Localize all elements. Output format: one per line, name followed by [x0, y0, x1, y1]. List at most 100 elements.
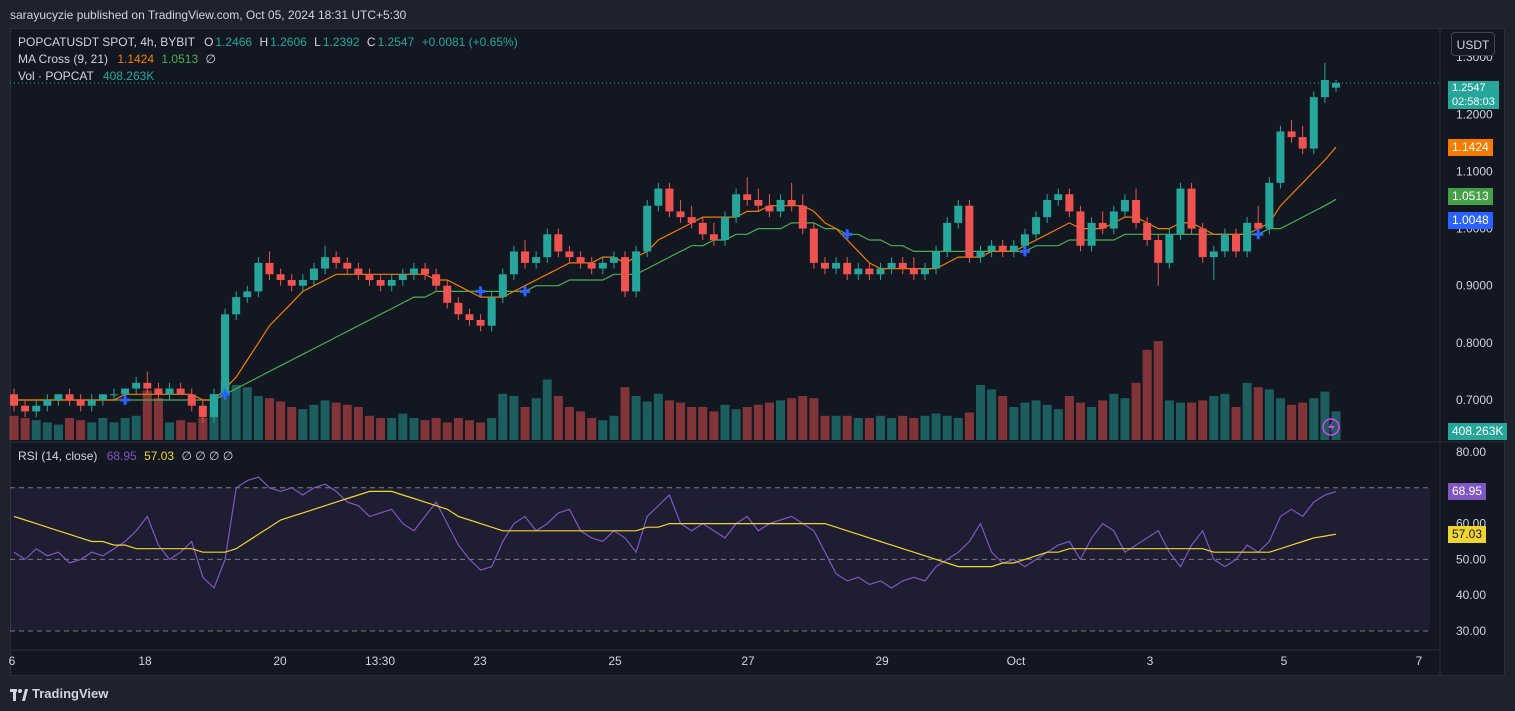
candle-body	[232, 297, 241, 315]
candle-body	[776, 200, 785, 212]
volume-bar	[1298, 402, 1308, 440]
volume-bar	[598, 420, 608, 440]
volume-bar	[198, 418, 208, 440]
candle-body	[1220, 234, 1229, 252]
candle-body	[1143, 222, 1152, 240]
volume-bar	[331, 402, 341, 440]
volume-bar	[420, 420, 430, 440]
volume-bar	[898, 415, 908, 440]
volume-bar	[431, 418, 441, 440]
candle-body	[1109, 211, 1118, 229]
publish-info: sarayucyzie published on TradingView.com…	[10, 8, 407, 22]
volume-bar	[1009, 407, 1019, 440]
volume-bar	[42, 422, 52, 440]
volume-bar	[1087, 407, 1097, 440]
footer-brand-text: TradingView	[32, 686, 109, 701]
volume-bar	[1287, 404, 1297, 440]
volume-bar	[1320, 391, 1330, 440]
time-tick-label: 29	[875, 654, 889, 668]
rsi-line	[13, 476, 1337, 590]
volume-bar	[1042, 404, 1052, 440]
candle-body	[1309, 97, 1318, 149]
volume-bar	[798, 396, 808, 440]
time-tick-label: 13:30	[365, 654, 395, 668]
candle-body	[1165, 234, 1174, 263]
ma-cross-marker	[842, 229, 853, 240]
volume-bar	[1064, 396, 1074, 440]
volume-bar	[1264, 389, 1274, 440]
volume-bar	[998, 396, 1008, 440]
volume-bar	[531, 398, 541, 440]
volume-bar	[764, 402, 774, 440]
currency-button[interactable]: USDT	[1451, 32, 1495, 56]
volume-bar	[242, 387, 252, 440]
time-tick-label: 27	[741, 654, 755, 668]
candle-body	[743, 194, 752, 200]
volume-bar	[442, 422, 452, 440]
candle-body	[1276, 131, 1285, 183]
candle-body	[298, 280, 307, 286]
candle-body	[1132, 200, 1141, 223]
candle-body	[665, 188, 674, 212]
candle-body	[943, 222, 952, 252]
candle-body	[643, 205, 652, 252]
price-tick-label: 0.9000	[1456, 279, 1493, 293]
legend-change: +0.0081 (+0.65%)	[421, 35, 518, 49]
volume-bar	[1242, 382, 1252, 440]
volume-bar	[453, 418, 463, 440]
candle-body	[454, 302, 463, 315]
volume-bar	[1075, 402, 1085, 440]
legend-open: 1.2466	[215, 35, 253, 49]
candle-body	[632, 251, 641, 292]
volume-bar	[320, 400, 330, 440]
candle-body	[1209, 251, 1218, 258]
publish-header: sarayucyzie published on TradingView.com…	[0, 0, 1515, 28]
candle-body	[1243, 222, 1252, 252]
volume-bar	[1020, 402, 1030, 440]
candle-body	[732, 194, 741, 218]
candle-body	[654, 188, 663, 206]
tradingview-logo-icon	[10, 688, 28, 701]
volume-bar	[509, 396, 519, 440]
time-tick-label: Oct	[1007, 654, 1026, 668]
volume-bar	[498, 393, 508, 440]
candle-body	[1332, 83, 1340, 88]
ma-cross-marker	[475, 286, 486, 297]
candle-body	[87, 400, 96, 406]
time-tick-label: 23	[473, 654, 487, 668]
candle-body	[754, 200, 763, 206]
candle-body	[254, 262, 263, 292]
time-tick-label: 3	[1147, 654, 1154, 668]
candle-body	[476, 320, 485, 326]
candle-body	[43, 400, 52, 406]
candle-body	[1098, 222, 1107, 229]
candle-body	[720, 217, 729, 240]
volume-bar	[709, 411, 719, 440]
chart-frame[interactable]	[10, 28, 1505, 676]
volume-bar	[53, 424, 63, 440]
volume-bar	[1098, 400, 1108, 440]
volume-bar	[298, 409, 308, 440]
candle-body	[287, 280, 296, 286]
candle-body	[909, 268, 918, 275]
volume-bar	[65, 418, 75, 440]
volume-bar	[353, 407, 363, 440]
candle-body	[865, 268, 874, 275]
volume-bar	[253, 396, 263, 440]
candle-body	[409, 268, 418, 275]
price-tick-label: 1.1000	[1456, 164, 1493, 178]
volume-bar	[753, 404, 763, 440]
candle-body	[1043, 200, 1052, 218]
candle-body	[532, 257, 541, 263]
candle-body	[798, 205, 807, 229]
candle-body	[76, 400, 85, 406]
volume-bar	[342, 404, 352, 440]
candle-body	[309, 268, 318, 280]
volume-bar	[1131, 382, 1141, 440]
legend-rsi-extra: ∅ ∅ ∅ ∅	[181, 449, 234, 463]
volume-bar	[276, 401, 286, 440]
volume-bar	[31, 420, 41, 440]
last-price-tag: 1.2547 02:58:03	[1448, 81, 1499, 109]
volume-bar	[153, 398, 163, 440]
